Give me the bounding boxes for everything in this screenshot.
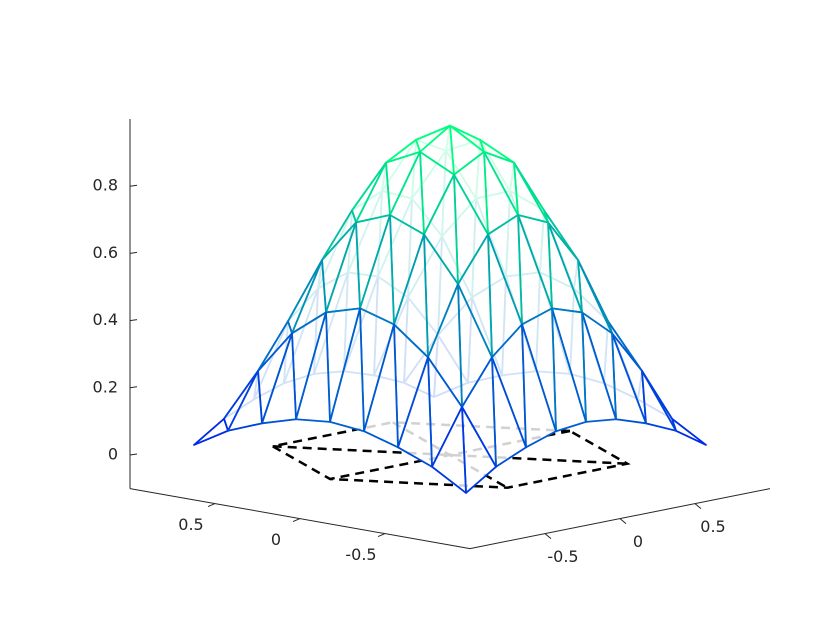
surface-face xyxy=(329,307,365,433)
surface-face xyxy=(261,332,297,425)
z-tick-label: 0.4 xyxy=(93,310,118,329)
x-tick-label: -0.5 xyxy=(547,547,578,566)
surface-face xyxy=(363,323,399,449)
z-tick-label: 0.2 xyxy=(93,377,118,396)
x-tick-label: 0 xyxy=(633,532,643,551)
surface-face xyxy=(671,417,707,446)
z-tick xyxy=(129,251,138,254)
surface-face xyxy=(295,311,331,423)
y-tick xyxy=(292,518,301,523)
x-tick xyxy=(694,503,702,509)
y-tick-label: 0 xyxy=(271,530,281,549)
y-tick-label: 0.5 xyxy=(178,515,203,534)
surface-face xyxy=(431,406,467,494)
x-tick-label: 0.5 xyxy=(700,517,725,536)
surface-face xyxy=(513,161,549,224)
surface-face xyxy=(193,417,229,446)
surface-face xyxy=(227,370,263,432)
z-tick-label: 0.6 xyxy=(93,243,118,262)
y-tick xyxy=(377,533,386,538)
z-tick xyxy=(129,453,138,456)
x-tick xyxy=(544,533,552,539)
y-tick-label: -0.5 xyxy=(345,545,376,564)
z-tick-label: 0 xyxy=(108,445,118,464)
surface-face xyxy=(355,161,391,224)
surface-face xyxy=(641,370,677,432)
z-tick xyxy=(129,184,138,187)
y-tick xyxy=(207,503,216,508)
x-tick xyxy=(619,518,627,524)
z-tick xyxy=(129,386,138,389)
z-tick xyxy=(129,319,138,322)
z-tick-label: 0.8 xyxy=(93,176,118,195)
surface-face xyxy=(521,323,557,449)
surface-face xyxy=(397,356,433,468)
